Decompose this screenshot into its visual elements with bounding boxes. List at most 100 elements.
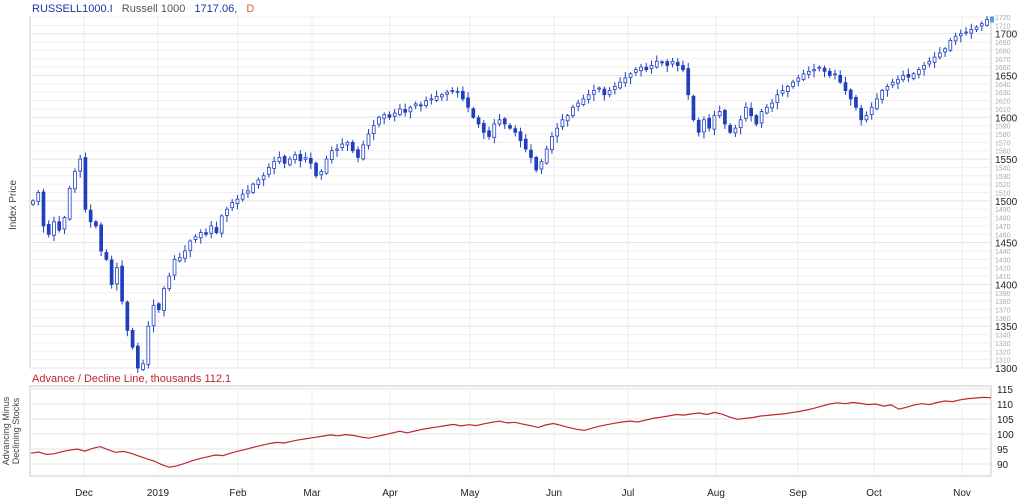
candle-up	[985, 19, 989, 26]
candle-down	[508, 125, 512, 129]
candle-up	[864, 115, 869, 121]
price-minor-tick-label: 1660	[995, 65, 1011, 72]
candle-up	[335, 148, 339, 151]
price-minor-tick-label: 1480	[995, 216, 1011, 223]
candle-up	[62, 217, 67, 230]
candle-down	[723, 110, 727, 125]
candle-down	[848, 89, 853, 100]
candle-up	[875, 98, 879, 110]
price-minor-tick-label: 1570	[995, 140, 1011, 147]
candle-up	[78, 158, 83, 172]
candle-up	[953, 35, 958, 42]
candle-up	[52, 221, 56, 236]
candle-up	[712, 115, 717, 130]
header-period: D	[246, 3, 254, 15]
candle-down	[314, 162, 318, 177]
candle-up	[565, 115, 570, 122]
candle-up	[937, 52, 942, 58]
price-minor-tick-label: 1320	[995, 349, 1011, 356]
candle-down	[476, 117, 481, 125]
price-tick-label: 1350	[995, 322, 1018, 333]
candle-up	[759, 111, 764, 124]
candle-up	[429, 98, 434, 101]
header-comma: ,	[234, 3, 237, 15]
candle-up	[193, 236, 198, 240]
price-minor-tick-label: 1540	[995, 165, 1011, 172]
candle-down	[749, 107, 753, 117]
candle-up	[382, 114, 387, 119]
candle-up	[586, 94, 591, 100]
candlestick-series	[31, 16, 994, 374]
price-y-label: Index Price	[8, 180, 19, 230]
x-axis: Dec 2019 Feb Mar Apr May Jun Jul Aug Sep Oct Nov	[75, 488, 971, 499]
candle-down	[308, 158, 313, 164]
candle-down	[822, 67, 827, 72]
candle-up	[303, 156, 308, 160]
candle-up	[744, 106, 748, 119]
candle-up	[36, 192, 41, 202]
price-minor-tick-label: 1380	[995, 299, 1011, 306]
price-minor-tick-label: 1640	[995, 82, 1011, 89]
candle-up	[796, 77, 801, 82]
candle-up	[235, 198, 240, 204]
price-minor-tick-label: 1440	[995, 249, 1011, 256]
candle-up	[785, 85, 790, 92]
ad-line-series	[30, 396, 992, 468]
price-minor-tick-label: 1530	[995, 174, 1011, 181]
candle-up	[408, 106, 413, 113]
price-tick-label: 1400	[995, 280, 1018, 291]
candle-down	[665, 61, 670, 66]
candle-down	[99, 224, 103, 252]
candle-up	[293, 154, 297, 160]
candle-down	[419, 104, 423, 107]
candle-down	[298, 153, 303, 162]
candle-up	[733, 127, 738, 134]
candle-up	[702, 119, 706, 133]
price-minor-tick-label: 1330	[995, 341, 1011, 348]
ad-y-label-line2: Declining Stocks	[11, 397, 21, 464]
candle-up	[167, 275, 172, 290]
candle-up	[251, 183, 255, 193]
candle-down	[487, 130, 491, 137]
candle-up	[581, 98, 586, 105]
candle-up	[146, 325, 151, 365]
price-tick-label: 1600	[995, 113, 1018, 124]
candle-up	[288, 158, 292, 166]
candle-down	[83, 157, 88, 210]
candle-up	[177, 257, 182, 262]
candle-up	[455, 90, 460, 93]
candle-up	[183, 250, 187, 259]
candle-up	[230, 202, 235, 209]
candle-up	[738, 119, 743, 129]
candle-up	[628, 73, 633, 78]
candle-down	[88, 209, 93, 223]
ad-tick-label: 105	[997, 415, 1014, 426]
candle-down	[523, 138, 528, 150]
candle-up	[948, 40, 953, 51]
x-tick-label: Nov	[953, 488, 971, 499]
candle-down	[471, 108, 476, 118]
ad-tick-label: 100	[997, 430, 1014, 441]
candle-down	[686, 68, 691, 96]
price-minor-tick-label: 1590	[995, 124, 1011, 131]
ad-grid	[30, 386, 991, 476]
x-tick-label: Apr	[382, 488, 398, 499]
price-minor-tick-label: 1430	[995, 257, 1011, 264]
x-tick-label: Jun	[546, 488, 562, 499]
candle-down	[529, 149, 533, 158]
x-tick-label: Feb	[229, 488, 247, 499]
candle-up	[639, 66, 643, 72]
candle-down	[156, 303, 161, 310]
candle-up	[324, 158, 329, 174]
price-minor-tick-label: 1510	[995, 191, 1011, 198]
candle-up	[765, 106, 769, 114]
candle-up	[267, 167, 271, 175]
candle-up	[141, 363, 145, 370]
price-tick-label: 1700	[995, 30, 1018, 41]
header-name: Russell 1000	[122, 3, 186, 15]
price-minor-tick-label: 1470	[995, 224, 1011, 231]
candle-up	[555, 127, 560, 137]
candle-down	[513, 128, 518, 133]
